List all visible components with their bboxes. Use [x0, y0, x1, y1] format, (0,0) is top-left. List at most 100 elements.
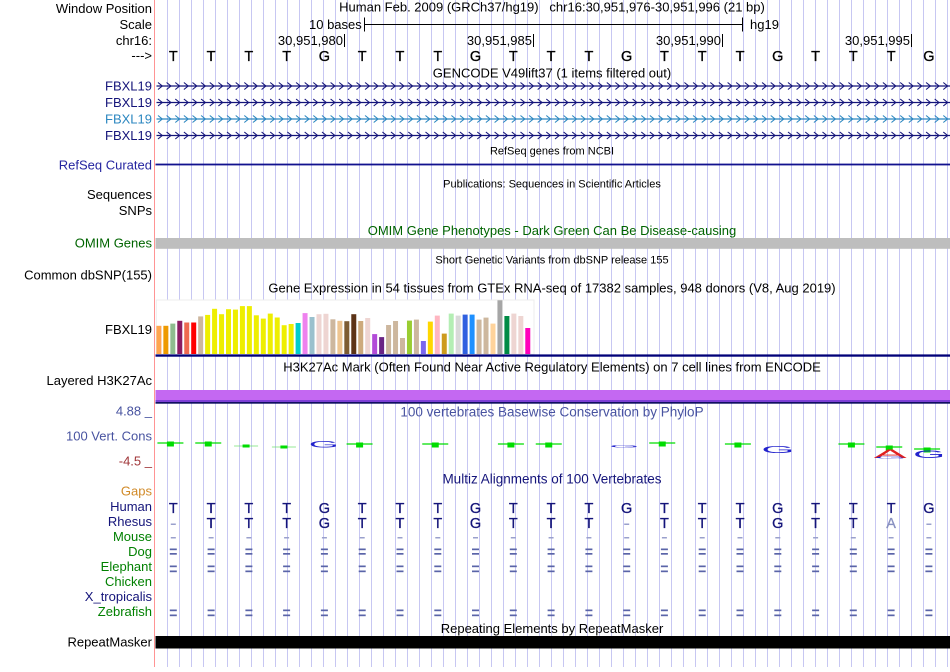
svg-text:G: G	[621, 501, 632, 517]
svg-text:Multiz Alignments of 100 Verte: Multiz Alignments of 100 Vertebrates	[442, 472, 661, 487]
svg-text:OMIM Gene Phenotypes - Dark Gr: OMIM Gene Phenotypes - Dark Green Can Be…	[368, 223, 737, 238]
svg-text:T: T	[358, 49, 367, 65]
svg-text:T: T	[509, 501, 518, 517]
svg-text:T: T	[358, 516, 367, 532]
svg-text:FBXL19: FBXL19	[105, 128, 152, 143]
svg-text:T: T	[433, 501, 442, 517]
svg-text:10 bases: 10 bases	[309, 17, 362, 32]
svg-text:T: T	[358, 501, 367, 517]
svg-text:T: T	[207, 516, 216, 532]
svg-text:Publications: Sequences in Sci: Publications: Sequences in Scientific Ar…	[443, 179, 661, 191]
svg-text:Dog: Dog	[128, 544, 152, 559]
svg-text:Chicken: Chicken	[105, 574, 152, 589]
svg-text:Mouse: Mouse	[113, 529, 152, 544]
svg-text:G: G	[874, 457, 906, 460]
svg-text:A: A	[886, 516, 896, 532]
svg-text:Sequences: Sequences	[87, 187, 153, 202]
svg-text:G: G	[772, 501, 783, 517]
svg-text:T: T	[584, 516, 593, 532]
svg-text:chr16:: chr16:	[116, 33, 152, 48]
svg-text:RefSeq genes from NCBI: RefSeq genes from NCBI	[490, 146, 614, 158]
svg-text:SNPs: SNPs	[119, 203, 153, 218]
svg-text:T: T	[396, 516, 405, 532]
svg-text:-4.5 _: -4.5 _	[119, 454, 153, 469]
svg-text:RefSeq Curated: RefSeq Curated	[59, 158, 152, 173]
svg-text:T: T	[849, 516, 858, 532]
svg-text:RepeatMasker: RepeatMasker	[67, 635, 152, 650]
svg-text:hg19: hg19	[750, 17, 779, 32]
svg-text:T: T	[244, 516, 253, 532]
svg-text:X_tropicalis: X_tropicalis	[85, 589, 153, 604]
svg-text:FBXL19: FBXL19	[105, 112, 152, 127]
svg-text:30,951,985: 30,951,985	[467, 33, 532, 48]
svg-text:T: T	[547, 49, 556, 65]
svg-text:T: T	[396, 49, 405, 65]
svg-text:T: T	[660, 49, 669, 65]
svg-text:T: T	[396, 501, 405, 517]
svg-text:30,951,990: 30,951,990	[656, 33, 721, 48]
svg-text:T: T	[698, 501, 707, 517]
svg-text:T: T	[887, 501, 896, 517]
svg-text:T: T	[509, 49, 518, 65]
svg-text:Scale: Scale	[119, 17, 152, 32]
svg-text:Gaps: Gaps	[121, 484, 153, 499]
svg-text:T: T	[433, 516, 442, 532]
svg-text:T: T	[849, 501, 858, 517]
svg-text:T: T	[660, 501, 669, 517]
svg-text:FBXL19: FBXL19	[105, 95, 152, 110]
svg-text:GENCODE V49lift37 (1 items fil: GENCODE V49lift37 (1 items filtered out)	[433, 66, 671, 81]
svg-text:--->: --->	[131, 48, 152, 63]
svg-text:100 vertebrates Basewise Conse: 100 vertebrates Basewise Conservation by…	[400, 405, 703, 420]
svg-text:T: T	[282, 516, 291, 532]
svg-text:Zebrafish: Zebrafish	[98, 604, 152, 619]
svg-text:Window Position: Window Position	[56, 1, 152, 16]
svg-text:OMIM Genes: OMIM Genes	[75, 236, 153, 251]
svg-text:Gene Expression in 54 tissues: Gene Expression in 54 tissues from GTEx …	[268, 281, 835, 296]
svg-text:T: T	[584, 49, 593, 65]
svg-text:T: T	[169, 49, 178, 65]
svg-text:T: T	[811, 49, 820, 65]
svg-text:Layered H3K27Ac: Layered H3K27Ac	[46, 373, 152, 388]
svg-text:G: G	[923, 501, 934, 517]
svg-text:FBXL19: FBXL19	[105, 322, 152, 337]
svg-text:G: G	[470, 49, 481, 65]
svg-text:T: T	[169, 501, 178, 517]
svg-text:Elephant: Elephant	[101, 559, 153, 574]
svg-text:T: T	[509, 516, 518, 532]
svg-text:G: G	[621, 49, 632, 65]
svg-text:G: G	[470, 501, 481, 517]
svg-text:T: T	[736, 501, 745, 517]
svg-text:G: G	[609, 444, 639, 448]
svg-text:30,951,995: 30,951,995	[845, 33, 910, 48]
svg-text:T: T	[547, 516, 556, 532]
svg-text:T: T	[736, 516, 745, 532]
svg-text:T: T	[547, 501, 556, 517]
svg-text:T: T	[811, 516, 820, 532]
svg-text:H3K27Ac Mark (Often Found Near: H3K27Ac Mark (Often Found Near Active Re…	[283, 360, 821, 375]
svg-text:T: T	[282, 49, 291, 65]
svg-text:Common dbSNP(155): Common dbSNP(155)	[24, 268, 152, 283]
svg-text:4.88 _: 4.88 _	[116, 404, 153, 419]
svg-text:Repeating Elements by RepeatMa: Repeating Elements by RepeatMasker	[441, 621, 664, 636]
svg-text:T: T	[207, 49, 216, 65]
svg-text:T: T	[282, 501, 291, 517]
svg-text:T: T	[584, 501, 593, 517]
svg-text:T: T	[698, 49, 707, 65]
svg-text:T: T	[736, 49, 745, 65]
svg-text:T: T	[433, 49, 442, 65]
svg-text:FBXL19: FBXL19	[105, 79, 152, 94]
svg-text:T: T	[244, 49, 253, 65]
svg-text:T: T	[887, 49, 896, 65]
svg-text:G: G	[309, 439, 339, 449]
svg-text:T: T	[811, 501, 820, 517]
svg-text:G: G	[772, 49, 783, 65]
svg-text:100 Vert. Cons: 100 Vert. Cons	[66, 429, 152, 444]
svg-text:G: G	[319, 501, 330, 517]
svg-text:Human: Human	[110, 499, 152, 514]
svg-text:T: T	[244, 501, 253, 517]
svg-text:T: T	[698, 516, 707, 532]
svg-text:Human Feb. 2009 (GRCh37/hg19): Human Feb. 2009 (GRCh37/hg19) chr16:30,9…	[339, 0, 765, 15]
svg-text:G: G	[319, 49, 330, 65]
svg-text:G: G	[772, 516, 783, 532]
svg-text:Short Genetic Variants from db: Short Genetic Variants from dbSNP releas…	[435, 254, 668, 266]
